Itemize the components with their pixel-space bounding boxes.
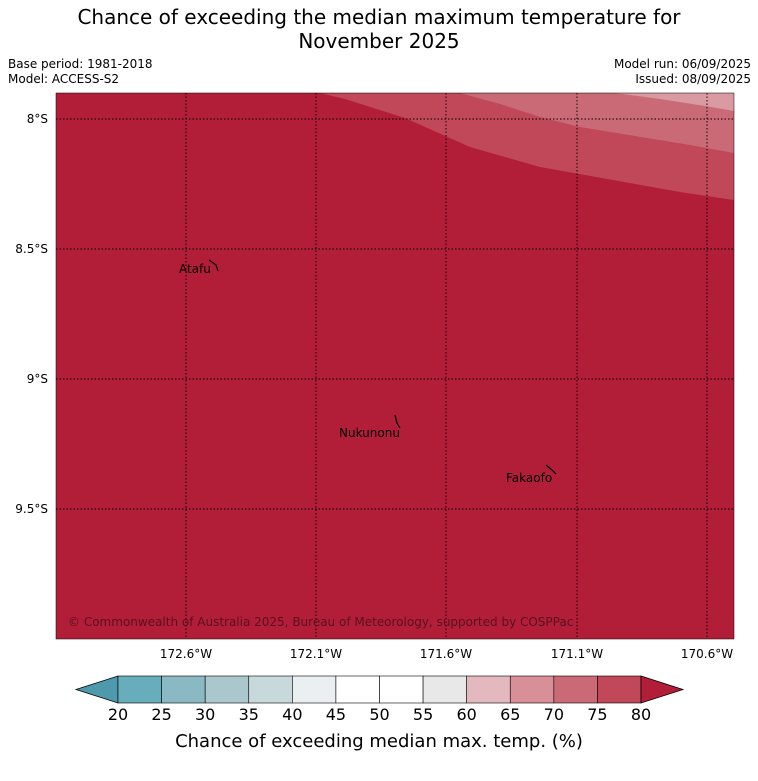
colorbar-segment	[553, 675, 598, 704]
colorbar: 20 25 30 35 40 45 50 55 60 65 70 75 80	[74, 675, 685, 724]
colorbar-title: Chance of exceeding median max. temp. (%…	[175, 731, 583, 752]
colorbar-tick-label: 45	[326, 705, 346, 724]
issued-text: Issued: 08/09/2025	[635, 72, 751, 86]
colorbar-tick-label: 35	[239, 705, 259, 724]
map-frame	[55, 92, 735, 640]
latitude-labels: 8°S 8.5°S 9°S 9.5°S	[15, 112, 48, 516]
colorbar-tick-label: 75	[587, 705, 607, 724]
title-line-2: November 2025	[298, 29, 460, 53]
probability-band-70-75	[460, 93, 734, 153]
graticule	[56, 93, 734, 639]
colorbar-segment	[379, 675, 424, 704]
model-text: Model: ACCESS-S2	[8, 72, 120, 86]
colorbar-tick-label: 30	[195, 705, 215, 724]
lon-label-172-1w: 172.1°W	[290, 647, 342, 661]
atafu-outline	[208, 259, 219, 272]
colorbar-extend-low	[74, 675, 119, 704]
model-run-text: Model run: 06/09/2025	[613, 57, 751, 71]
nukunonu-outline	[394, 414, 401, 429]
lat-label-9-5s: 9.5°S	[15, 502, 48, 516]
lon-label-171-1w: 171.1°W	[551, 647, 603, 661]
place-label-nukunonu: Nukunonu	[339, 426, 400, 440]
atoll-outlines	[208, 259, 557, 475]
colorbar-segment	[117, 675, 162, 704]
place-label-atafu: Atafu	[179, 262, 211, 276]
colorbar-segment	[161, 675, 206, 704]
colorbar-tick-label: 40	[282, 705, 302, 724]
colorbar-segment	[509, 675, 555, 704]
colorbar-extend-high	[640, 675, 685, 704]
colorbar-segment	[248, 675, 293, 704]
meta-left: Base period: 1981-2018 Model: ACCESS-S2	[8, 57, 153, 87]
colorbar-tick-label: 55	[413, 705, 433, 724]
place-label-fakaofo: Fakaofo	[506, 471, 552, 485]
colorbar-tick-label: 60	[456, 705, 476, 724]
probability-area-above-80	[56, 93, 734, 639]
lat-label-8-5s: 8.5°S	[15, 242, 48, 256]
colorbar-segment	[466, 675, 511, 704]
fakaofo-outline	[545, 464, 557, 475]
colorbar-segment	[422, 675, 467, 704]
map-title: Chance of exceeding the median maximum t…	[0, 5, 758, 53]
lon-label-172-6w: 172.6°W	[160, 647, 212, 661]
base-period-text: Base period: 1981-2018	[8, 57, 153, 71]
colorbar-segment	[204, 675, 250, 704]
colorbar-tick-label: 65	[500, 705, 520, 724]
colorbar-tick-label: 80	[631, 705, 651, 724]
longitude-labels: 172.6°W 172.1°W 171.6°W 171.1°W 170.6°W	[160, 647, 733, 661]
probability-band-65-70	[615, 93, 734, 111]
copyright-notice: © Commonwealth of Australia 2025, Bureau…	[68, 615, 573, 629]
lon-label-171-6w: 171.6°W	[420, 647, 472, 661]
lat-label-9s: 9°S	[27, 372, 48, 386]
colorbar-segment	[292, 675, 337, 704]
meta-right: Model run: 06/09/2025 Issued: 08/09/2025	[614, 57, 751, 87]
colorbar-segment	[597, 675, 642, 704]
colorbar-tick-label: 50	[369, 705, 389, 724]
colorbar-tick-label: 70	[544, 705, 564, 724]
colorbar-tick-label: 20	[108, 705, 128, 724]
map-panel: Atafu Nukunonu Fakaofo © Commonwealth of…	[55, 92, 735, 640]
colorbar-segment	[335, 675, 380, 704]
lat-label-8s: 8°S	[27, 112, 48, 126]
title-line-1: Chance of exceeding the median maximum t…	[77, 5, 681, 29]
lon-label-170-6w: 170.6°W	[681, 647, 733, 661]
colorbar-tick-label: 25	[151, 705, 171, 724]
